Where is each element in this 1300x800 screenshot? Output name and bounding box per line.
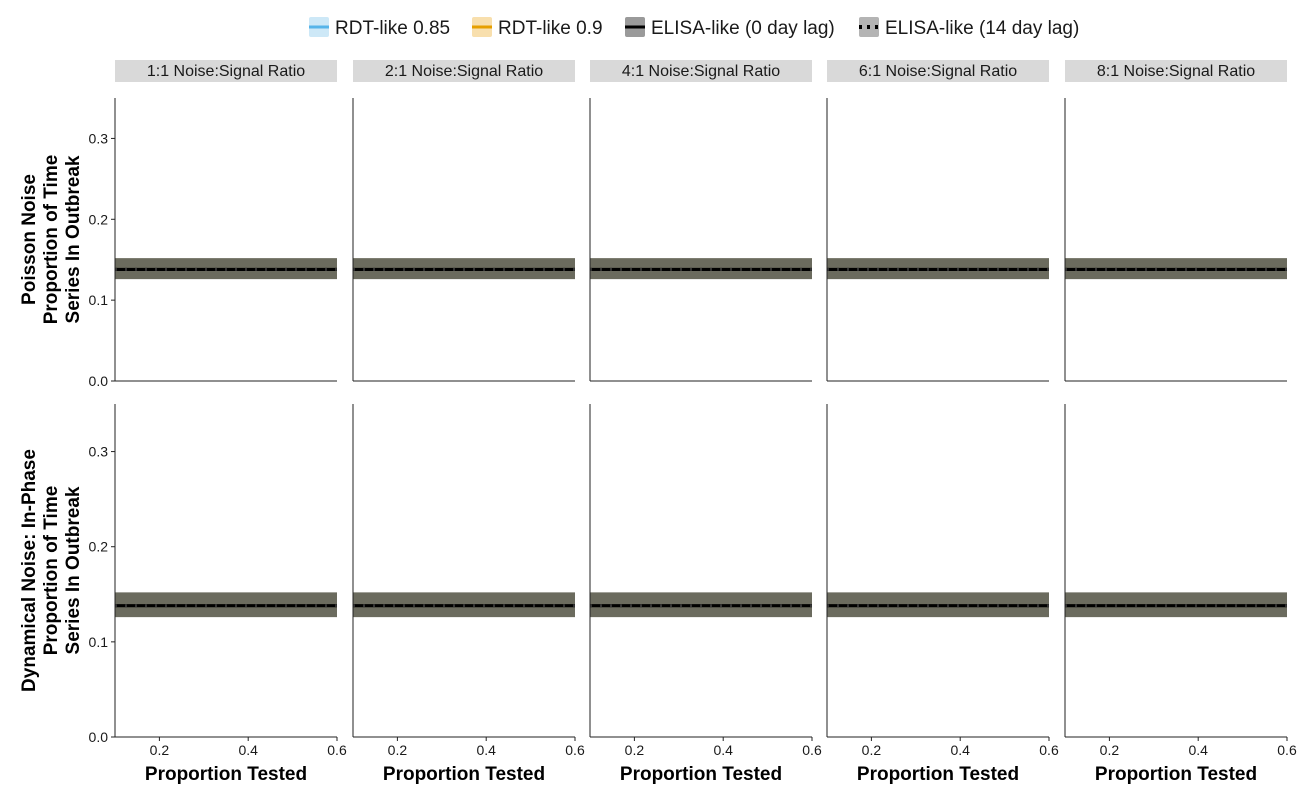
x-tick-label: 0.6	[327, 742, 347, 758]
facet-strip-label: 6:1 Noise:Signal Ratio	[859, 63, 1017, 80]
facet-strip	[115, 60, 337, 82]
x-tick-label: 0.4	[950, 742, 970, 758]
facet-strip	[590, 60, 812, 82]
x-axis-label: Proportion Tested	[620, 764, 782, 785]
facet-strip-label: 1:1 Noise:Signal Ratio	[147, 63, 305, 80]
y-tick-label: 0.1	[89, 292, 109, 308]
y-axis-label-line: Poisson Noise	[19, 174, 40, 305]
x-tick-label: 0.2	[388, 742, 408, 758]
y-axis-label-line: Series In Outbreak	[63, 486, 84, 654]
facet-strip	[827, 60, 1049, 82]
x-axis-label: Proportion Tested	[857, 764, 1019, 785]
facet-strip-label: 8:1 Noise:Signal Ratio	[1097, 63, 1255, 80]
panel	[826, 98, 1049, 382]
x-tick-label: 0.6	[1277, 742, 1297, 758]
y-tick-label: 0.3	[89, 444, 109, 460]
x-tick-label: 0.6	[1039, 742, 1059, 758]
legend-label: RDT-like 0.9	[498, 18, 603, 39]
facet-strip-label: 2:1 Noise:Signal Ratio	[385, 63, 543, 80]
y-axis-label-line: Series In Outbreak	[63, 155, 84, 323]
panel	[352, 98, 575, 382]
panel: 0.0 0.1 0.2 0.3	[89, 98, 337, 389]
y-axis-label-line: Dynamical Noise: In-Phase	[19, 449, 40, 692]
x-tick-label: 0.4	[713, 742, 733, 758]
x-tick-label: 0.2	[1100, 742, 1120, 758]
x-tick-label: 0.6	[565, 742, 585, 758]
x-tick-label: 0.2	[862, 742, 882, 758]
panel: 0.2 0.4 0.6 Proportion Tested	[1064, 404, 1297, 785]
legend-label: ELISA-like (0 day lag)	[651, 18, 835, 39]
x-tick-label: 0.4	[1188, 742, 1208, 758]
y-tick-label: 0.0	[89, 729, 109, 745]
facet-strip	[1065, 60, 1287, 82]
x-axis-label: Proportion Tested	[383, 764, 545, 785]
facet-strip	[353, 60, 575, 82]
x-tick-label: 0.2	[150, 742, 170, 758]
x-axis-label: Proportion Tested	[1095, 764, 1257, 785]
y-tick-label: 0.3	[89, 130, 109, 146]
legend-label: RDT-like 0.85	[335, 18, 450, 39]
y-axis-label-line: Proportion of Time	[41, 155, 62, 325]
panel	[1064, 98, 1287, 382]
facet-strips: 1:1 Noise:Signal Ratio 2:1 Noise:Signal R…	[115, 60, 1287, 82]
x-tick-label: 0.6	[802, 742, 822, 758]
panel: 0.2 0.4 0.6 Proportion Tested	[352, 404, 585, 785]
row-facet-labels: Poisson Noise Proportion of Time Series In…	[19, 155, 84, 692]
x-tick-label: 0.4	[476, 742, 496, 758]
y-tick-label: 0.0	[89, 373, 109, 389]
panel	[589, 98, 812, 382]
panel: 0.2 0.4 0.6 Proportion Tested	[826, 404, 1059, 785]
y-tick-label: 0.2	[89, 211, 109, 227]
facet-strip-label: 4:1 Noise:Signal Ratio	[622, 63, 780, 80]
y-axis-label-line: Proportion of Time	[41, 486, 62, 656]
x-axis-label: Proportion Tested	[145, 764, 307, 785]
x-tick-label: 0.4	[238, 742, 258, 758]
x-tick-label: 0.2	[625, 742, 645, 758]
panel: 0.2 0.4 0.6 Proportion Tested	[589, 404, 822, 785]
panel: 0.0 0.1 0.2 0.3 0.2 0.4 0.6 Proportion Tested	[89, 404, 347, 785]
y-tick-label: 0.1	[89, 634, 109, 650]
legend: RDT-like 0.85 RDT-like 0.9 ELISA-like (0 d…	[309, 17, 1079, 39]
facet-panels: 0.0 0.1 0.2 0.3 0.0 0.1 0.2 0.3 0.2 0.4 0.6 Proport…	[89, 98, 1297, 785]
y-tick-label: 0.2	[89, 539, 109, 555]
legend-label: ELISA-like (14 day lag)	[885, 18, 1079, 39]
